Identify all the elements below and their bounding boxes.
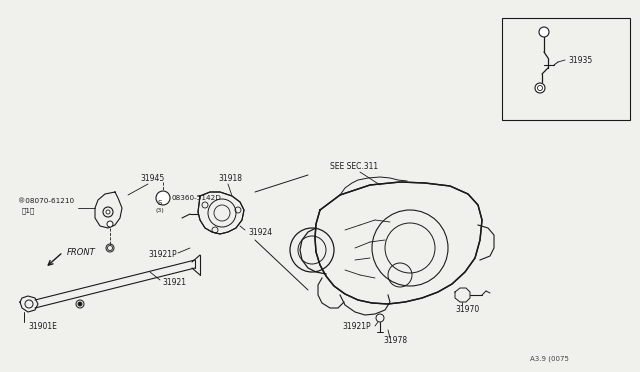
- Circle shape: [156, 191, 170, 205]
- Text: 31921P: 31921P: [148, 250, 177, 259]
- Text: SEE SEC.311: SEE SEC.311: [330, 162, 378, 171]
- Circle shape: [78, 302, 82, 306]
- Text: ®08070-61210: ®08070-61210: [18, 198, 74, 204]
- Text: 31970: 31970: [455, 305, 479, 314]
- Circle shape: [106, 210, 110, 214]
- Circle shape: [539, 27, 549, 37]
- Text: 31945: 31945: [140, 174, 164, 183]
- Bar: [502, 18, 630, 120]
- Text: (3): (3): [156, 208, 164, 213]
- Text: 31935: 31935: [568, 56, 592, 65]
- Text: 31978: 31978: [383, 336, 407, 345]
- Text: 08360-5142D: 08360-5142D: [172, 195, 222, 201]
- Text: S: S: [158, 200, 162, 206]
- Polygon shape: [315, 182, 482, 304]
- Circle shape: [535, 83, 545, 93]
- Text: （1）: （1）: [22, 207, 35, 214]
- Text: FRONT: FRONT: [67, 248, 96, 257]
- Text: 31921: 31921: [162, 278, 186, 287]
- Text: 31921P: 31921P: [342, 322, 371, 331]
- Polygon shape: [198, 192, 244, 234]
- Text: A3.9 (0075: A3.9 (0075: [530, 355, 569, 362]
- Circle shape: [107, 221, 113, 227]
- Text: 31918: 31918: [218, 174, 242, 183]
- Text: 31924: 31924: [248, 228, 272, 237]
- Text: 31901E: 31901E: [28, 322, 57, 331]
